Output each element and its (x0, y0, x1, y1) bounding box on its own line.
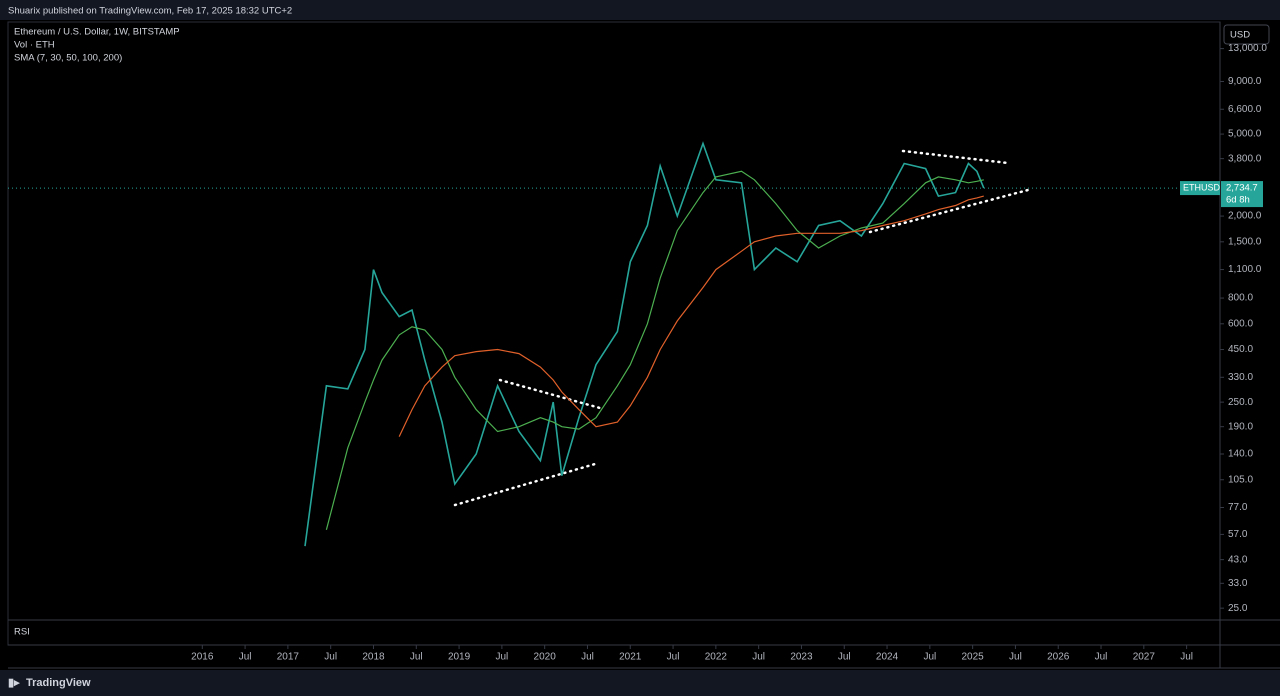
x-tick-label: 2027 (1133, 652, 1156, 663)
trend-line (453, 462, 597, 507)
price-tag (1221, 181, 1263, 208)
trend-lines (453, 149, 1030, 507)
x-tick-label: 2021 (619, 652, 642, 663)
x-tick-label: 2026 (1047, 652, 1070, 663)
currency-box[interactable] (1223, 24, 1270, 45)
x-tick-label: Jul (752, 652, 765, 663)
symbol-tag (1180, 181, 1220, 196)
y-tick-label: 9,000.0 (1228, 76, 1262, 87)
y-tick-label: 600.0 (1228, 318, 1253, 329)
x-tick-label: Jul (410, 652, 423, 663)
y-tick-label: 57.0 (1228, 529, 1248, 540)
series-line (325, 170, 984, 530)
series-line (398, 195, 984, 437)
countdown: 6d 8h (1226, 195, 1250, 206)
y-tick-label: 13,000.0 (1228, 43, 1267, 54)
y-tick-label: 6,600.0 (1228, 104, 1262, 115)
x-tick-label: 2019 (448, 652, 471, 663)
x-tick-label: 2018 (362, 652, 385, 663)
y-tick-label: 3,800.0 (1228, 153, 1262, 164)
y-tick-label: 250.0 (1228, 397, 1253, 408)
x-tick-label: Jul (1095, 652, 1108, 663)
y-tick-label: 25.0 (1228, 603, 1248, 614)
series-line (304, 141, 985, 547)
x-tick-label: 2017 (277, 652, 300, 663)
top-bar (0, 0, 1280, 20)
brand: TradingView (26, 677, 91, 689)
x-tick-label: Jul (239, 652, 252, 663)
x-tick-label: Jul (1180, 652, 1193, 663)
x-tick-label: 2020 (534, 652, 557, 663)
x-tick-label: 2023 (790, 652, 813, 663)
y-tick-label: 1,500.0 (1228, 236, 1262, 247)
x-tick-label: Jul (838, 652, 851, 663)
x-tick-label: Jul (495, 652, 508, 663)
x-tick-label: Jul (324, 652, 337, 663)
symbol-title: Ethereum / U.S. Dollar, 1W, BITSTAMP (14, 27, 180, 38)
currency: USD (1230, 30, 1250, 41)
y-tick-label: 105.0 (1228, 474, 1253, 485)
y-tick-label: 190.0 (1228, 421, 1253, 432)
trend-line (901, 149, 1010, 165)
price-tag-label: 2,734.7 (1226, 183, 1258, 194)
publisher: Shuarix published on TradingView.com, Fe… (8, 6, 292, 17)
x-tick-label: 2025 (962, 652, 985, 663)
y-tick-label: 140.0 (1228, 449, 1253, 460)
brand-logo: ▮▸ (8, 677, 20, 689)
y-tick-label: 5,000.0 (1228, 129, 1262, 140)
y-tick-label: 800.0 (1228, 293, 1253, 304)
rsi-label: RSI (14, 627, 30, 638)
x-tick-label: Jul (923, 652, 936, 663)
x-tick-label: Jul (581, 652, 594, 663)
x-tick-label: 2024 (876, 652, 899, 663)
sma-label: SMA (7, 30, 50, 100, 200) (14, 53, 122, 64)
footer-bar (0, 670, 1280, 696)
x-tick-label: 2022 (705, 652, 728, 663)
y-tick-label: 330.0 (1228, 372, 1253, 383)
y-tick-label: 1,100.0 (1228, 264, 1262, 275)
y-tick-label: 2,000.0 (1228, 211, 1262, 222)
x-tick-label: Jul (667, 652, 680, 663)
x-tick-label: Jul (1009, 652, 1022, 663)
symbol-tag-label: ETHUSD (1183, 182, 1221, 192)
y-tick-label: 77.0 (1228, 502, 1248, 513)
y-tick-label: 450.0 (1228, 344, 1253, 355)
volume-label: Vol · ETH (14, 40, 55, 51)
trend-line (498, 378, 602, 410)
x-tick-label: 2016 (191, 652, 214, 663)
y-tick-label: 33.0 (1228, 578, 1248, 589)
y-tick-label: 43.0 (1228, 554, 1248, 565)
